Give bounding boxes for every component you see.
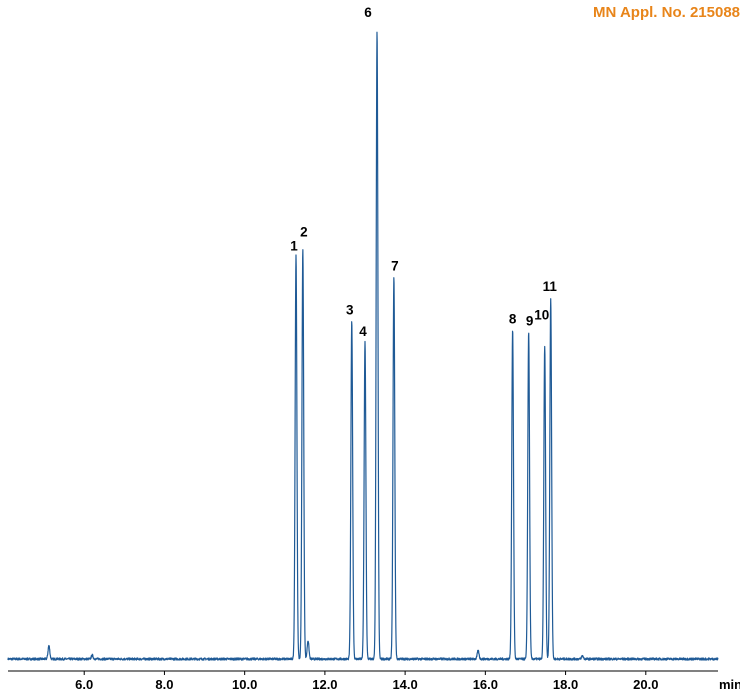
- peak-label-3: 3: [346, 303, 354, 318]
- x-axis-unit: min: [719, 677, 740, 689]
- peak-label-9: 9: [526, 313, 534, 328]
- chromatogram-trace: [7, 31, 719, 661]
- peak-label-2: 2: [300, 225, 308, 240]
- x-tick-label: 6.0: [75, 677, 93, 689]
- peak-labels: 1234567891011: [290, 0, 557, 339]
- peak-label-4: 4: [359, 324, 367, 339]
- peak-label-6: 6: [364, 5, 372, 20]
- x-tick-label: 10.0: [232, 677, 257, 689]
- peak-label-5: 5: [364, 0, 372, 3]
- x-tick-label: 18.0: [553, 677, 578, 689]
- x-tick-label: 14.0: [392, 677, 417, 689]
- peak-label-10: 10: [534, 307, 549, 322]
- application-note: MN Appl. No. 215088: [593, 4, 740, 21]
- peak-label-1: 1: [290, 238, 298, 253]
- peak-label-8: 8: [509, 311, 517, 326]
- x-tick-label: 8.0: [155, 677, 173, 689]
- peak-label-7: 7: [391, 258, 399, 273]
- x-axis-ticks: 6.0 8.0 10.0 12.0 14.0 16.0 18.0 20.0 min: [75, 671, 740, 689]
- peak-label-11: 11: [543, 279, 558, 294]
- x-tick-label: 20.0: [633, 677, 658, 689]
- x-tick-label: 16.0: [473, 677, 498, 689]
- x-tick-label: 12.0: [312, 677, 337, 689]
